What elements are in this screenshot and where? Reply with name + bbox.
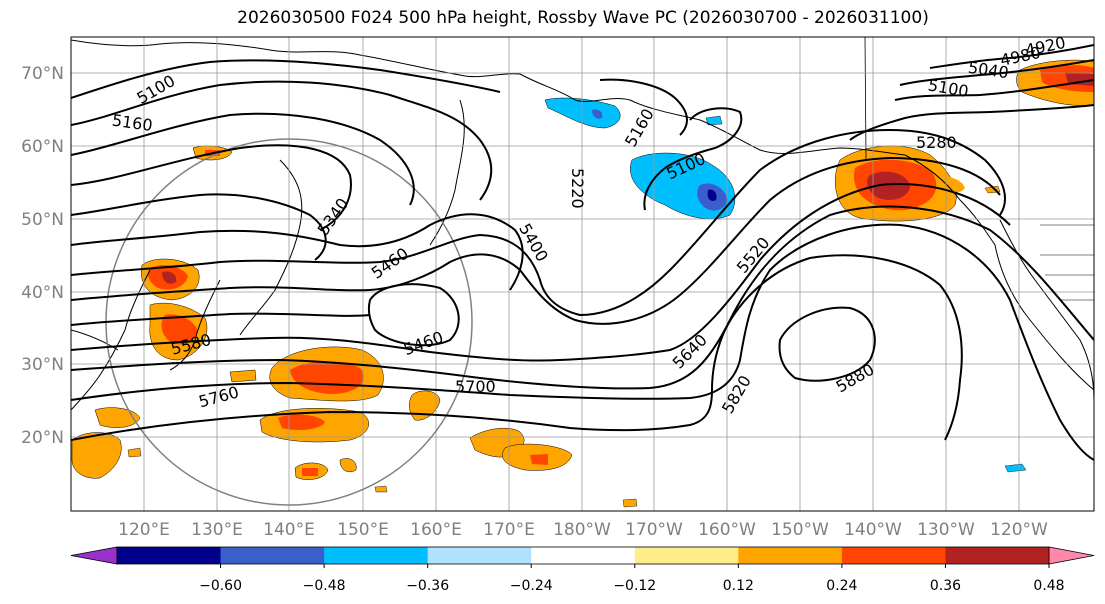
lon-label: 150°W — [771, 520, 829, 540]
lon-label: 160°E — [410, 520, 462, 540]
lon-label: 130°W — [917, 520, 975, 540]
lon-label: 140°W — [844, 520, 902, 540]
longitude-labels: 120°E 130°E 140°E 150°E 160°E 170°E 180°… — [118, 520, 1048, 540]
colorbar-tick-label: 0.48 — [1033, 578, 1064, 594]
lat-label: 20°N — [21, 428, 64, 448]
lon-label: 120°E — [118, 520, 170, 540]
colorbar-segment — [531, 547, 636, 564]
lon-label: 120°W — [990, 520, 1048, 540]
lon-label: 130°E — [191, 520, 243, 540]
lon-label: 160°W — [698, 520, 756, 540]
lat-label: 30°N — [21, 355, 64, 375]
lon-label: 170°W — [625, 520, 683, 540]
contour-label: 5280 — [916, 133, 957, 152]
colorbar-segment — [945, 547, 1050, 564]
contour-label: 5220 — [568, 168, 587, 209]
colorbar-segment — [427, 547, 532, 564]
colorbar-tick-label: −0.24 — [510, 578, 553, 594]
colorbar-tick-label: −0.48 — [303, 578, 346, 594]
colorbar-segment — [324, 547, 429, 564]
colorbar-tick-label: 0.36 — [930, 578, 961, 594]
colorbar-segment — [634, 547, 739, 564]
colorbar-tick-label: −0.60 — [199, 578, 242, 594]
colorbar-extend-right — [1048, 546, 1095, 565]
map-title: 2026030500 F024 500 hPa height, Rossby W… — [237, 8, 929, 28]
lon-label: 170°E — [483, 520, 535, 540]
colorbar-tick-label: −0.36 — [406, 578, 449, 594]
lat-label: 70°N — [21, 64, 64, 84]
height-contours — [71, 44, 1094, 461]
contour-label: 5700 — [455, 377, 496, 396]
lon-label: 150°E — [337, 520, 389, 540]
colorbar-segment — [841, 547, 946, 564]
lon-label: 180°W — [553, 520, 611, 540]
colorbar-frame — [116, 546, 1050, 565]
colorbar-segment — [117, 547, 222, 564]
anomaly-shading — [71, 59, 1094, 508]
lat-label: 40°N — [21, 283, 64, 303]
latitude-labels: 70°N 60°N 50°N 40°N 30°N 20°N — [21, 64, 64, 448]
lon-label: 140°E — [263, 520, 315, 540]
lat-label: 60°N — [21, 137, 64, 157]
colorbar-segment — [220, 547, 325, 564]
colorbar-segment — [738, 547, 843, 564]
colorbar-tick-label: −0.12 — [613, 578, 656, 594]
plot-frame — [70, 36, 1095, 512]
colorbar: −0.60 −0.48 −0.36 −0.24 −0.12 0.12 0.24 0.36 0.4… — [70, 546, 1095, 594]
colorbar-extend-left — [70, 546, 118, 565]
lat-label: 50°N — [21, 210, 64, 230]
colorbar-tick-label: 0.12 — [723, 578, 754, 594]
colorbar-tick-label: 0.24 — [826, 578, 857, 594]
